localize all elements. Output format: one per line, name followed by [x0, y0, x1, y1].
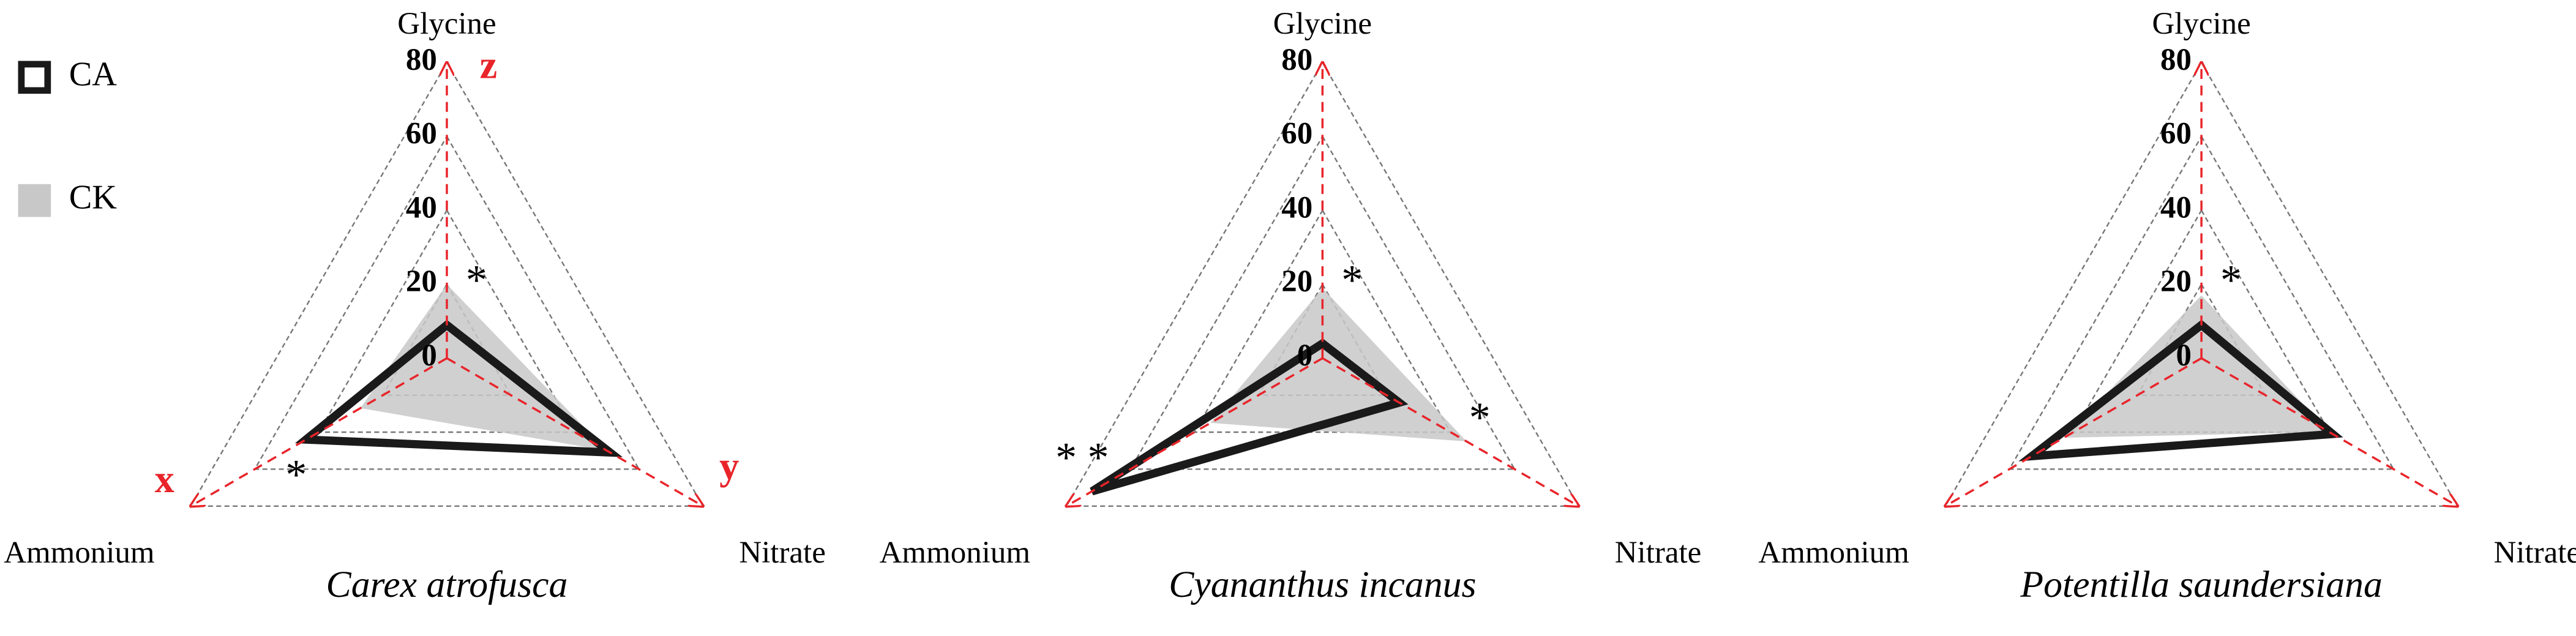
category-label: Nitrate: [1615, 536, 1702, 570]
legend-label: CK: [69, 179, 118, 217]
category-label: Ammonium: [4, 536, 154, 570]
tick-label: 60: [1281, 117, 1312, 151]
panel-title: Carex atrofusca: [326, 564, 568, 605]
tick-label: 40: [2160, 190, 2192, 225]
category-label: Nitrate: [739, 536, 826, 570]
tick-label: 40: [406, 190, 437, 225]
category-label: Glycine: [1273, 7, 1372, 41]
tick-label: 0: [1297, 339, 1312, 373]
panel-title: Cyananthus incanus: [1169, 564, 1476, 605]
grid-triangle: [189, 61, 705, 507]
category-label: Ammonium: [880, 536, 1030, 570]
grid-triangle: [1193, 209, 1452, 433]
category-label: Glycine: [2152, 7, 2250, 41]
grid-triangle: [2072, 209, 2331, 433]
axis-letter: z: [480, 43, 498, 87]
tick-label: 0: [2176, 339, 2192, 373]
legend-swatch: [18, 184, 51, 217]
annotation: *: [466, 257, 487, 304]
tick-label: 80: [406, 43, 437, 77]
axis-letter: y: [719, 444, 739, 488]
series-outline: [294, 320, 623, 457]
grid-triangle: [253, 135, 640, 470]
grid-triangle: [1065, 61, 1580, 507]
annotation: *: [1341, 257, 1363, 304]
annotation: *: [2220, 257, 2242, 304]
tick-label: 40: [1281, 190, 1312, 225]
series-outline: [1090, 338, 1409, 496]
category-label: Ammonium: [1758, 536, 1909, 570]
tick-label: 60: [2160, 117, 2192, 151]
category-label: Glycine: [397, 7, 496, 41]
legend-label: CA: [69, 55, 118, 93]
grid-triangle: [1944, 61, 2459, 507]
tick-label: 60: [406, 117, 437, 151]
tick-label: 80: [2160, 43, 2192, 77]
grid-triangle: [1129, 135, 1516, 470]
tick-label: 20: [2160, 264, 2192, 299]
tick-label: 20: [406, 264, 437, 299]
tick-label: 80: [1281, 43, 1312, 77]
series-area: [2064, 295, 2330, 438]
series-area: [360, 284, 607, 451]
grid-triangle: [2008, 135, 2395, 470]
series-outline: [2018, 320, 2343, 462]
annotation: * *: [1055, 434, 1109, 481]
tick-label: 20: [1281, 264, 1312, 299]
annotation: *: [1469, 394, 1491, 441]
axis-letter: x: [155, 457, 174, 501]
annotation: *: [285, 452, 307, 499]
tick-label: 0: [421, 339, 436, 373]
panel-title: Potentilla saundersiana: [2020, 564, 2382, 605]
category-label: Nitrate: [2493, 536, 2576, 570]
legend-swatch: [18, 61, 51, 94]
grid-triangle: [317, 209, 577, 433]
